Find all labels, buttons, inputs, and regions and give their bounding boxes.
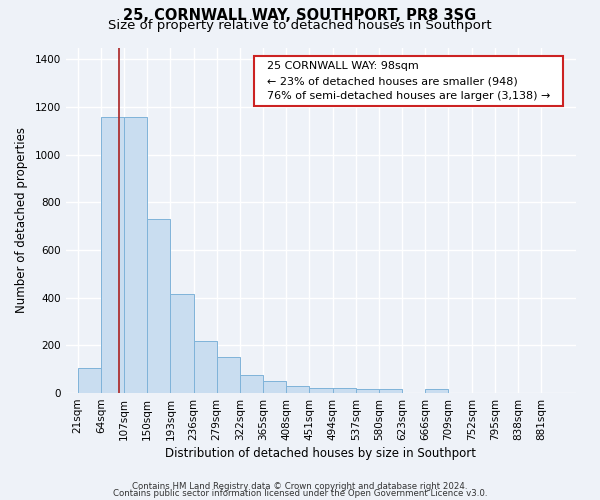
Text: Size of property relative to detached houses in Southport: Size of property relative to detached ho…	[108, 19, 492, 32]
Bar	[263, 381, 286, 393]
Bar	[356, 390, 379, 393]
Bar	[425, 390, 448, 393]
Bar	[286, 386, 310, 393]
Bar	[170, 294, 194, 393]
Y-axis label: Number of detached properties: Number of detached properties	[15, 128, 28, 314]
Bar	[124, 116, 147, 393]
Bar	[379, 390, 402, 393]
Text: Contains public sector information licensed under the Open Government Licence v3: Contains public sector information licen…	[113, 489, 487, 498]
Bar	[194, 340, 217, 393]
Bar	[240, 375, 263, 393]
Bar	[77, 368, 101, 393]
Text: Contains HM Land Registry data © Crown copyright and database right 2024.: Contains HM Land Registry data © Crown c…	[132, 482, 468, 491]
Bar	[310, 388, 332, 393]
Bar	[332, 388, 356, 393]
Text: 25 CORNWALL WAY: 98sqm  
  ← 23% of detached houses are smaller (948)  
  76% of: 25 CORNWALL WAY: 98sqm ← 23% of detached…	[260, 62, 557, 101]
Bar	[147, 219, 170, 393]
Bar	[101, 116, 124, 393]
Text: 25, CORNWALL WAY, SOUTHPORT, PR8 3SG: 25, CORNWALL WAY, SOUTHPORT, PR8 3SG	[124, 8, 476, 22]
Bar	[217, 358, 240, 393]
X-axis label: Distribution of detached houses by size in Southport: Distribution of detached houses by size …	[166, 447, 476, 460]
